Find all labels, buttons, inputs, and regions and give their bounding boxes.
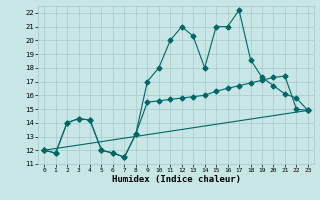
X-axis label: Humidex (Indice chaleur): Humidex (Indice chaleur) [111, 175, 241, 184]
